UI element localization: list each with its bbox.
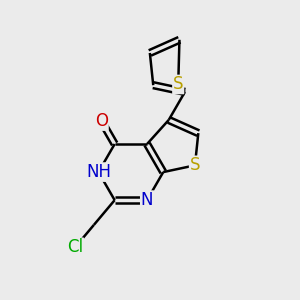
Text: Cl: Cl — [67, 238, 83, 256]
Text: O: O — [95, 112, 108, 130]
Text: N: N — [141, 191, 153, 209]
Text: S: S — [173, 76, 184, 94]
Text: S: S — [190, 156, 200, 174]
Text: NH: NH — [86, 163, 111, 181]
